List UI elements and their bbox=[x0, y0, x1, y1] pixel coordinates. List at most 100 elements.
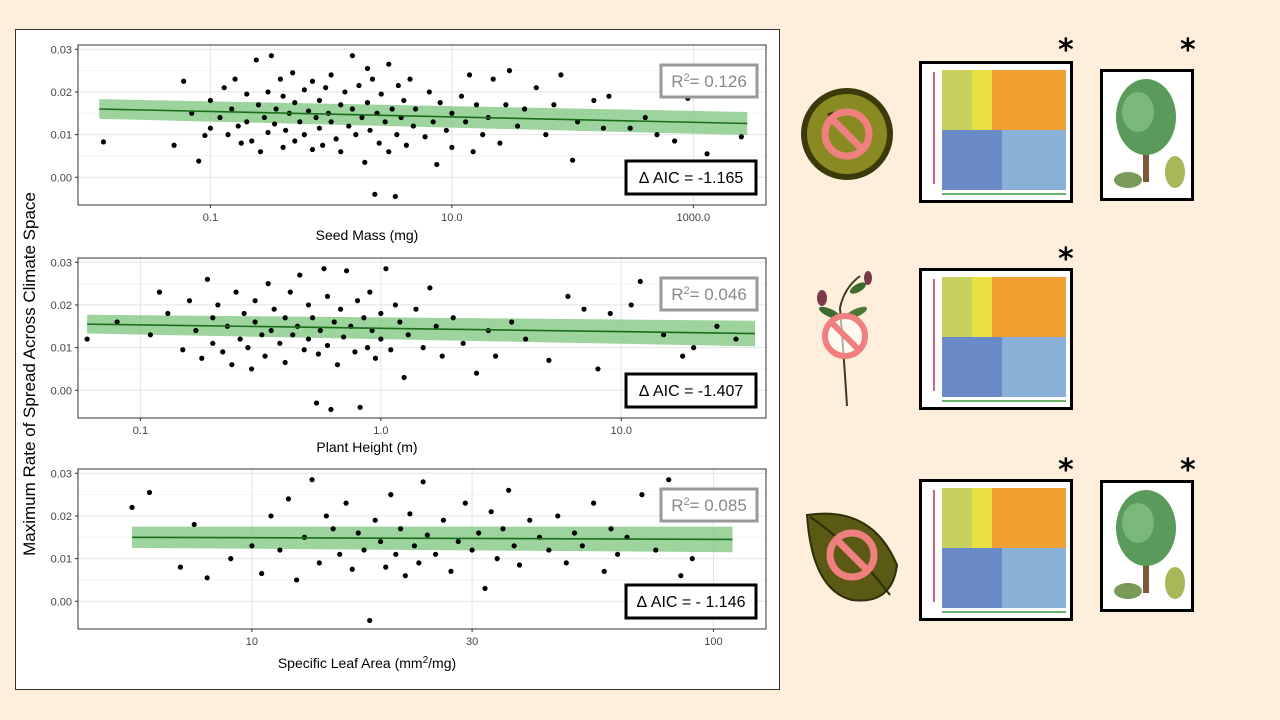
data-point bbox=[394, 132, 400, 138]
data-point bbox=[714, 323, 720, 329]
data-point bbox=[313, 114, 319, 121]
data-point bbox=[378, 91, 384, 97]
tree-icon bbox=[1100, 69, 1194, 201]
data-point bbox=[516, 562, 523, 568]
data-point bbox=[448, 568, 454, 575]
data-point bbox=[362, 159, 368, 165]
y-tick-label: 0.03 bbox=[51, 44, 72, 56]
aic-box bbox=[624, 159, 758, 196]
data-point bbox=[412, 106, 419, 112]
data-point bbox=[678, 573, 684, 579]
data-point bbox=[405, 332, 411, 338]
data-point bbox=[249, 543, 255, 549]
data-point bbox=[255, 102, 262, 108]
data-point bbox=[287, 289, 293, 295]
data-point bbox=[349, 566, 355, 572]
data-point bbox=[704, 151, 710, 157]
data-point bbox=[290, 70, 296, 76]
data-point bbox=[301, 132, 307, 138]
data-point bbox=[543, 132, 549, 138]
data-point bbox=[328, 72, 334, 78]
data-point bbox=[301, 87, 307, 93]
data-point bbox=[463, 119, 469, 125]
data-point bbox=[325, 110, 332, 116]
data-point bbox=[522, 336, 529, 342]
data-point bbox=[290, 332, 296, 338]
data-point bbox=[653, 547, 659, 553]
data-point bbox=[565, 293, 571, 299]
significance-asterisk: * bbox=[1058, 33, 1074, 68]
data-point bbox=[642, 114, 648, 121]
data-point bbox=[333, 136, 339, 142]
data-point bbox=[590, 500, 597, 506]
data-point bbox=[506, 487, 512, 493]
data-point bbox=[241, 310, 247, 317]
data-point bbox=[482, 585, 488, 592]
data-point bbox=[413, 306, 419, 312]
data-point bbox=[432, 551, 439, 557]
data-point bbox=[349, 106, 356, 112]
data-point bbox=[305, 336, 312, 342]
data-point bbox=[546, 547, 552, 553]
y-tick-label: 0.01 bbox=[51, 343, 72, 355]
data-point bbox=[591, 97, 597, 104]
data-point bbox=[449, 110, 455, 116]
data-point bbox=[305, 108, 312, 114]
data-point bbox=[337, 551, 343, 557]
data-point bbox=[386, 149, 392, 155]
data-point bbox=[191, 521, 197, 528]
significance-asterisk: * bbox=[1058, 242, 1074, 277]
data-point bbox=[271, 306, 277, 312]
data-point bbox=[328, 406, 334, 413]
data-point bbox=[579, 543, 585, 549]
data-point bbox=[357, 404, 363, 410]
data-point bbox=[424, 532, 430, 538]
data-point bbox=[315, 351, 322, 357]
x-tick-label: 1000.0 bbox=[676, 212, 710, 224]
data-point bbox=[506, 68, 513, 74]
data-point bbox=[305, 302, 312, 308]
x-tick-label: 10.0 bbox=[441, 212, 462, 224]
plot-border bbox=[77, 468, 767, 630]
x-tick-label: 30 bbox=[466, 636, 478, 648]
data-point bbox=[738, 134, 744, 140]
data-point bbox=[186, 298, 193, 304]
y-tick-label: 0.03 bbox=[51, 468, 72, 480]
data-point bbox=[343, 268, 350, 274]
confidence-band bbox=[87, 314, 755, 347]
data-point bbox=[397, 319, 403, 325]
aic-value: Δ AIC = - 1.146 bbox=[637, 594, 746, 611]
data-point bbox=[177, 564, 183, 570]
data-point bbox=[558, 72, 564, 78]
data-point bbox=[282, 359, 288, 366]
data-point bbox=[473, 102, 480, 108]
data-point bbox=[249, 138, 255, 144]
data-point bbox=[410, 123, 416, 129]
data-point bbox=[309, 477, 315, 483]
data-point bbox=[401, 97, 407, 104]
data-point bbox=[392, 193, 398, 200]
data-point bbox=[660, 332, 667, 338]
data-point bbox=[581, 306, 587, 312]
data-point bbox=[262, 353, 268, 359]
data-point bbox=[146, 489, 153, 496]
data-point bbox=[244, 119, 250, 125]
data-point bbox=[338, 102, 344, 108]
data-point bbox=[330, 526, 336, 532]
data-point bbox=[316, 560, 322, 566]
data-point bbox=[193, 327, 199, 334]
y-tick-label: 0.02 bbox=[51, 87, 72, 99]
r2-box bbox=[659, 276, 759, 312]
data-point bbox=[397, 526, 404, 532]
data-point bbox=[407, 511, 413, 517]
data-point bbox=[297, 272, 303, 278]
data-point bbox=[439, 353, 445, 359]
data-point bbox=[509, 319, 515, 325]
x-tick-label: 100 bbox=[704, 636, 722, 648]
data-point bbox=[338, 149, 344, 155]
y-tick-label: 0.03 bbox=[51, 257, 72, 269]
data-point bbox=[320, 142, 326, 148]
y-tick-label: 0.00 bbox=[51, 596, 72, 608]
data-point bbox=[437, 100, 443, 106]
data-point bbox=[378, 336, 384, 342]
